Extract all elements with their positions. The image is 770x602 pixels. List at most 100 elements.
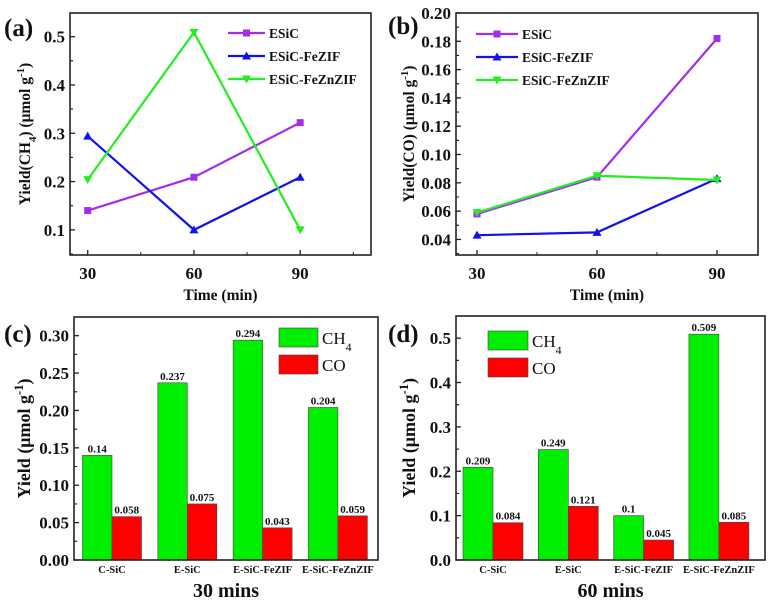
y-tick-label: 0.10 bbox=[421, 146, 451, 165]
legend-item: CH4 bbox=[487, 330, 562, 357]
legend-item: ESiC-FeZnZIF bbox=[228, 72, 357, 87]
marker-square bbox=[713, 34, 721, 42]
x-axis-title: Time (min) bbox=[570, 287, 644, 304]
bar-CH4 bbox=[462, 466, 494, 561]
text-part: 4 bbox=[27, 136, 39, 142]
legend-item: CO bbox=[487, 357, 556, 378]
x-tick-label: 60 bbox=[589, 264, 606, 283]
y-axis-title: Yield (μmol g-1) bbox=[397, 378, 420, 498]
text-part: -1 bbox=[397, 384, 411, 395]
text-part: ) bbox=[17, 63, 34, 68]
marker-triangle-up bbox=[492, 52, 502, 61]
y-tick-label: 0.0 bbox=[430, 551, 451, 570]
y-tick-label: 0.2 bbox=[430, 462, 451, 481]
bar-CO bbox=[111, 516, 142, 561]
marker-triangle-up bbox=[472, 230, 482, 239]
legend-item: CH4 bbox=[278, 327, 352, 354]
text-part: Yield(CO) (μmol g bbox=[401, 80, 418, 203]
bar-value-label: 0.075 bbox=[190, 492, 215, 504]
category-label: E-SiC-FeZIF bbox=[233, 565, 292, 576]
y-tick-label: 0.2 bbox=[44, 173, 65, 192]
series-line bbox=[476, 177, 718, 237]
bar-CO bbox=[337, 515, 368, 561]
text-part: -1 bbox=[15, 68, 27, 77]
plot-frame bbox=[73, 316, 379, 561]
bar-CO bbox=[492, 522, 524, 561]
bar-CH4 bbox=[537, 449, 569, 561]
legend-item: CO bbox=[278, 354, 346, 375]
category-label: E-SiC-FeZnZIF bbox=[302, 565, 374, 576]
y-tick-label: 0.4 bbox=[44, 76, 66, 95]
panel-label: (d) bbox=[388, 321, 419, 348]
chart-panel-c: (c) 0.00 0.05 0.10 0.15 0.20 0.25 0.30 Yield (μm… bbox=[4, 316, 379, 602]
y-tick-label: 0.18 bbox=[421, 32, 451, 51]
bar-CH4 bbox=[613, 515, 644, 561]
marker-triangle-down bbox=[592, 172, 602, 181]
text-part: -1 bbox=[399, 71, 411, 80]
plot-frame bbox=[455, 12, 759, 256]
panel-label: (b) bbox=[388, 13, 419, 40]
marker-square bbox=[243, 29, 250, 37]
y-tick-label: 0.5 bbox=[44, 28, 65, 47]
y-tick-label: 0.25 bbox=[39, 364, 69, 383]
category-label: E-SiC-FeZnZIF bbox=[683, 565, 755, 576]
marker-square bbox=[296, 119, 304, 127]
y-tick-label: 0.5 bbox=[430, 329, 451, 348]
y-tick-label: 0.04 bbox=[421, 230, 451, 249]
series-ESiC bbox=[84, 119, 304, 215]
bar-value-label: 0.084 bbox=[496, 511, 521, 523]
legend-label: CH4 bbox=[322, 329, 352, 354]
text-part: CO bbox=[322, 356, 346, 375]
x-axis-title: 60 mins bbox=[577, 580, 643, 602]
text-part: Yield(CH bbox=[17, 142, 34, 205]
legend-item: ESiC bbox=[228, 26, 299, 41]
y-tick-label: 0.20 bbox=[421, 4, 451, 23]
legend-item: ESiC-FeZIF bbox=[228, 49, 340, 64]
bar-value-label: 0.509 bbox=[692, 322, 717, 334]
plot-frame bbox=[455, 315, 766, 561]
legend-label: ESiC-FeZIF bbox=[269, 49, 340, 64]
y-tick-label: 0.15 bbox=[39, 439, 69, 458]
legend-swatch bbox=[278, 327, 319, 348]
x-tick-label: 60 bbox=[185, 264, 202, 283]
legend-item: ESiC bbox=[476, 27, 552, 42]
x-axis-title: Time (min) bbox=[183, 287, 257, 304]
x-tick-label: 30 bbox=[469, 264, 486, 283]
bar-CO bbox=[718, 521, 750, 561]
bar-value-label: 0.14 bbox=[88, 443, 108, 455]
marker-square bbox=[493, 30, 501, 38]
category-label: E-SiC bbox=[555, 565, 582, 576]
category-label: E-SiC bbox=[174, 565, 201, 576]
x-axis-title: 30 mins bbox=[193, 580, 259, 602]
chart-panel-b: (b) 0.04 0.06 0.08 0.10 0.12 0.14 0.16 0.18 0.20 Y… bbox=[388, 4, 759, 304]
bar-CH4 bbox=[157, 382, 188, 561]
marker-square bbox=[84, 207, 92, 215]
series-ESiC-FeZIF bbox=[83, 131, 305, 234]
bar-CH4 bbox=[232, 339, 263, 561]
y-tick-label: 0.06 bbox=[421, 202, 451, 221]
x-tick-label: 90 bbox=[292, 264, 309, 283]
bar-CO bbox=[187, 503, 218, 561]
series-line bbox=[86, 135, 301, 232]
text-part: Yield (μmol g bbox=[14, 395, 35, 499]
y-tick-label: 0.16 bbox=[421, 61, 451, 80]
y-tick-label: 0.12 bbox=[421, 117, 451, 136]
legend-swatch bbox=[487, 330, 529, 351]
chart-panel-a: (a) 0.1 0.2 0.3 0.4 0.5 Yield(CH4) (μmol g-1) T… bbox=[4, 12, 372, 304]
bar-value-label: 0.237 bbox=[160, 371, 185, 383]
text-part: -1 bbox=[12, 384, 26, 395]
y-tick-label: 0.08 bbox=[421, 174, 451, 193]
legend-label: ESiC-FeZnZIF bbox=[269, 72, 357, 87]
bar-value-label: 0.085 bbox=[722, 510, 747, 522]
legend-swatch bbox=[278, 354, 319, 375]
bar-CH4 bbox=[688, 333, 720, 561]
y-tick-label: 0.10 bbox=[39, 476, 69, 495]
y-axis-title: Yield (μmol g-1) bbox=[12, 378, 35, 498]
marker-triangle-down bbox=[83, 176, 93, 185]
legend-label: ESiC-FeZnZIF bbox=[522, 73, 610, 88]
series-ESiC-FeZnZIF bbox=[83, 28, 305, 235]
marker-triangle-up bbox=[83, 131, 93, 140]
x-tick-label: 30 bbox=[79, 264, 96, 283]
bar-CO bbox=[643, 539, 674, 561]
y-axis-title: Yield(CO) (μmol g-1) bbox=[399, 66, 418, 203]
